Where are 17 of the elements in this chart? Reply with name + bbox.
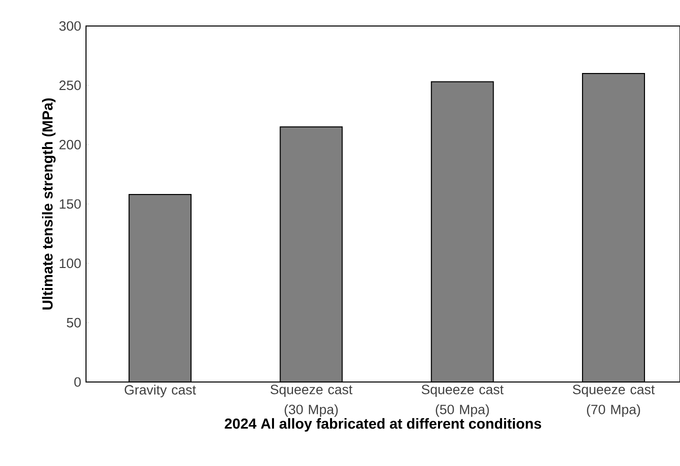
bar	[128, 194, 192, 382]
y-tick-label: 200	[59, 140, 81, 150]
y-tick-label: 0	[74, 377, 81, 387]
y-tick-label: 300	[59, 21, 81, 31]
bar	[280, 126, 343, 382]
x-tick-label: Squeeze cast (50 Mpa)	[422, 384, 504, 417]
y-tick-label: 150	[60, 199, 81, 209]
y-tick-label: 250	[59, 80, 81, 90]
bar	[582, 72, 645, 382]
x-tick-label: Gravity cast	[124, 384, 196, 398]
x-tick-label: Squeeze cast (30 Mpa)	[270, 384, 352, 417]
x-tick-label: Squeeze cast (70 Mpa)	[572, 384, 655, 417]
y-tick-label: 50	[66, 318, 81, 328]
y-axis-title: Ultimate tensile strength (MPa)	[42, 98, 56, 310]
bar	[430, 81, 494, 382]
y-tick-label: 100	[60, 258, 81, 268]
x-axis-title: 2024 Al alloy fabricated at different conditions	[224, 418, 542, 432]
